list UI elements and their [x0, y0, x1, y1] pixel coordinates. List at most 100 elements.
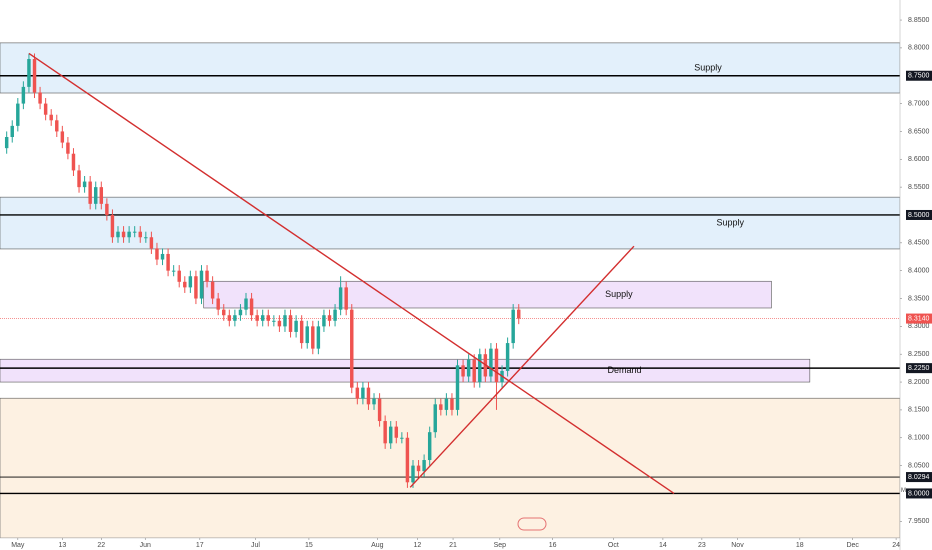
zone-label: Supply — [694, 62, 722, 72]
x-tick-label: 17 — [196, 542, 204, 549]
candle-body — [366, 387, 371, 405]
zone — [203, 280, 772, 309]
candle-body — [461, 365, 465, 377]
candle-body — [266, 315, 270, 321]
x-tick-label: Oct — [608, 542, 619, 549]
candle-body — [49, 114, 53, 121]
time-axis — [0, 538, 900, 550]
candle-body — [99, 187, 104, 204]
price-axis — [900, 0, 932, 550]
price-tag-label: 8.7500 — [908, 73, 930, 80]
candle-body — [472, 359, 476, 383]
candle-body — [166, 253, 170, 271]
candle-body — [77, 170, 81, 188]
y-tick-label: 8.2500 — [908, 351, 930, 358]
y-tick-label: 8.2000 — [908, 379, 930, 386]
candle-body — [160, 253, 165, 260]
price-tag — [906, 363, 932, 374]
candle-body — [288, 315, 293, 332]
candle-body — [88, 181, 92, 204]
candle-body — [361, 387, 365, 399]
x-tick-label: 14 — [659, 542, 667, 549]
candle-body — [105, 203, 109, 215]
candle-body — [494, 348, 499, 383]
candle-body — [155, 248, 159, 260]
zone — [0, 196, 901, 250]
price-tag — [906, 472, 932, 483]
candle-body — [388, 426, 393, 444]
price-tag — [906, 70, 932, 81]
price-tag-label: 8.5000 — [908, 212, 930, 219]
candle-body — [249, 298, 254, 316]
price-tag-label: 8.3140 — [908, 315, 930, 322]
candle-body — [127, 231, 131, 238]
candle-body — [94, 187, 98, 204]
y-tick-label: 8.5500 — [908, 184, 930, 191]
y-tick-label: 8.6000 — [908, 156, 930, 163]
candle-body — [338, 287, 343, 310]
candle-body — [216, 298, 220, 310]
y-tick-label: 8.4000 — [908, 268, 930, 275]
candle-body — [10, 125, 14, 138]
y-tick-label: 8.8000 — [908, 45, 930, 52]
candle-body — [511, 309, 515, 344]
x-tick-label: Jun — [140, 542, 151, 549]
candle-body — [32, 59, 37, 93]
candle-body — [394, 426, 399, 438]
candle-body — [132, 231, 137, 233]
zone — [0, 397, 901, 539]
candle-body — [377, 398, 382, 422]
zone — [0, 42, 901, 94]
candle-body — [188, 276, 193, 288]
trendline — [409, 245, 635, 488]
candle-body — [383, 421, 387, 444]
candle-body — [344, 287, 348, 310]
x-tick-label: 12 — [414, 542, 422, 549]
candle-body — [433, 404, 437, 433]
candle-body — [27, 59, 31, 87]
x-tick-label: 23 — [698, 542, 706, 549]
candle-body — [4, 137, 9, 149]
candle-body — [238, 309, 243, 316]
candle-body — [199, 270, 204, 299]
y-tick-label: 7.9500 — [908, 518, 930, 525]
candle-body — [311, 326, 315, 349]
candle-body — [171, 270, 176, 272]
candle-body — [427, 432, 432, 461]
y-tick-label: 8.1500 — [908, 407, 930, 414]
candle-body — [60, 131, 65, 143]
candle-body — [305, 326, 309, 344]
x-tick-label: Aug — [371, 542, 384, 549]
candle-body — [372, 398, 376, 405]
x-tick-label: Dec — [846, 542, 859, 549]
y-tick-label: 8.6500 — [908, 128, 930, 135]
candle-body — [16, 103, 20, 126]
x-tick-label: 22 — [97, 542, 105, 549]
candle-body — [422, 460, 426, 472]
candle-body — [316, 326, 321, 349]
candle-body — [322, 315, 326, 327]
x-tick-label: 24 — [892, 542, 900, 549]
candle-body — [43, 103, 48, 115]
candle-body — [272, 320, 276, 322]
zone — [0, 358, 811, 383]
candle-body — [260, 315, 265, 321]
candle-body — [450, 398, 454, 410]
candle-body — [71, 153, 76, 171]
candle-body — [517, 309, 521, 319]
x-tick-label: 15 — [305, 542, 313, 549]
candle-body — [233, 315, 237, 321]
candle-body — [327, 315, 332, 321]
price-tag — [906, 313, 932, 324]
candle-body — [333, 309, 337, 321]
candle-body — [466, 359, 471, 377]
x-tick-label: 16 — [549, 542, 557, 549]
candle-body — [244, 298, 248, 310]
y-tick-label: 8.3500 — [908, 295, 930, 302]
trendline — [28, 52, 675, 495]
y-tick-label: 8.4500 — [908, 240, 930, 247]
candle-body — [350, 309, 354, 388]
candle-body — [455, 365, 460, 410]
